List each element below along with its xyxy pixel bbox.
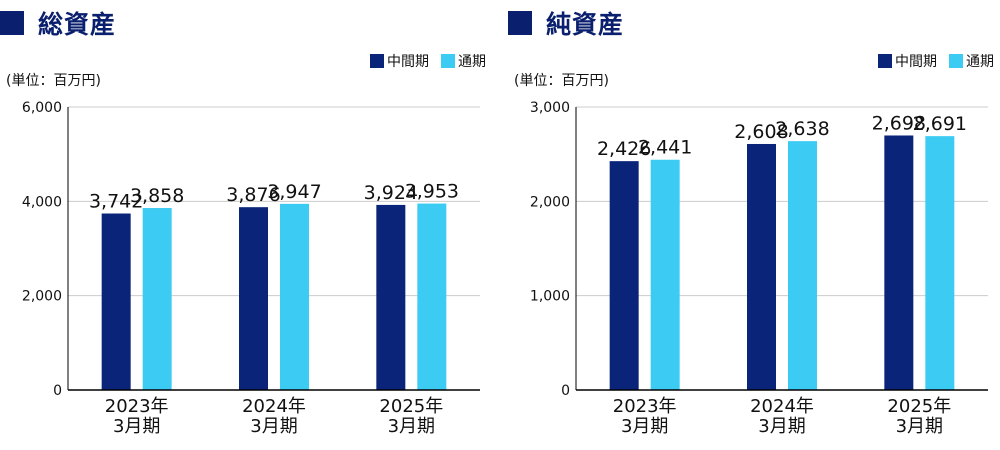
legend-label: 中間期 [895, 54, 937, 70]
bar-full [925, 136, 955, 390]
legend-swatch-full-icon [949, 54, 963, 68]
y-tick-label: 0 [561, 383, 570, 399]
y-tick-label: 2,000 [22, 289, 62, 305]
data-label: 3,953 [405, 181, 459, 203]
legend-label: 通期 [966, 54, 994, 70]
bar-full [788, 141, 817, 390]
x-tick-label: 3月期 [113, 416, 160, 437]
x-tick-label: 3月期 [758, 416, 805, 437]
chart-title: 純資産 [508, 6, 624, 40]
chart-title-text: 総資産 [38, 10, 117, 39]
legend-swatch-interim-icon [878, 54, 892, 68]
bar-interim [239, 207, 268, 390]
bar-interim [747, 143, 776, 390]
legend-label: 中間期 [387, 54, 429, 70]
bar-interim [884, 135, 914, 390]
bar-interim [376, 204, 406, 390]
bar-full [280, 203, 309, 390]
legend-item-full: 通期 [441, 51, 486, 71]
title-square-icon [508, 11, 532, 35]
bar-full [650, 159, 680, 390]
net-assets-panel: 純資産 中間期 通期 (単位：百万円) 0 1,000 2,000 3,000 2,42… [508, 0, 1000, 450]
data-label: 3,924 [364, 182, 418, 204]
legend-item-interim: 中間期 [370, 51, 429, 71]
total-assets-bar-chart: 02,0004,0006,0003,7423,8582023年3月期3,8763… [22, 100, 480, 437]
unit-label: (単位：百万円) [514, 73, 609, 89]
data-label: 3,876 [226, 184, 280, 206]
x-tick-label: 3月期 [621, 416, 668, 437]
x-tick-label: 3月期 [388, 416, 435, 437]
legend-swatch-full-icon [441, 54, 455, 68]
data-label: 3,858 [130, 185, 184, 207]
bar-interim [101, 213, 131, 390]
bar-interim [609, 161, 639, 390]
y-tick-label: 0 [53, 383, 62, 399]
legend-swatch-interim-icon [370, 54, 384, 68]
y-tick-label: 6,000 [22, 100, 62, 116]
legend-label: 通期 [458, 54, 486, 70]
data-label: 2,691 [913, 113, 967, 135]
x-tick-label: 2023年 [613, 396, 677, 417]
y-tick-label: 4,000 [22, 194, 62, 210]
y-tick-label: 2,000 [530, 194, 570, 210]
x-tick-label: 2024年 [242, 396, 306, 417]
y-tick-label: 1,000 [530, 289, 570, 305]
data-label: 3,742 [89, 191, 143, 213]
legend: 中間期 通期 [358, 51, 486, 71]
chart-title: 総資産 [0, 6, 116, 40]
net-assets-bar-chart: 01,0002,0003,0002,4262,4412023年3月期2,6082… [530, 100, 988, 437]
legend: 中間期 通期 [866, 51, 994, 71]
data-label: 2,608 [734, 121, 788, 143]
x-tick-label: 2023年 [105, 396, 169, 417]
data-label: 2,441 [638, 137, 692, 159]
x-tick-label: 2025年 [887, 396, 951, 417]
x-tick-label: 3月期 [896, 416, 943, 437]
legend-item-full: 通期 [949, 51, 994, 71]
y-tick-label: 3,000 [530, 100, 570, 116]
chart-title-text: 純資産 [546, 10, 625, 39]
x-tick-label: 2024年 [750, 396, 814, 417]
data-label: 2,426 [597, 138, 651, 160]
data-label: 2,698 [872, 112, 926, 134]
x-tick-label: 3月期 [250, 416, 297, 437]
unit-label: (単位：百万円) [6, 73, 101, 89]
title-square-icon [0, 11, 24, 35]
bar-full [417, 203, 447, 390]
data-label: 2,638 [775, 118, 829, 140]
legend-item-interim: 中間期 [878, 51, 937, 71]
total-assets-panel: 総資産 中間期 通期 (単位：百万円) 0 2,000 4,000 6,000 3,74… [0, 6, 486, 437]
data-label: 3,947 [267, 181, 321, 203]
bar-full [142, 208, 172, 390]
x-tick-label: 2025年 [379, 396, 443, 417]
